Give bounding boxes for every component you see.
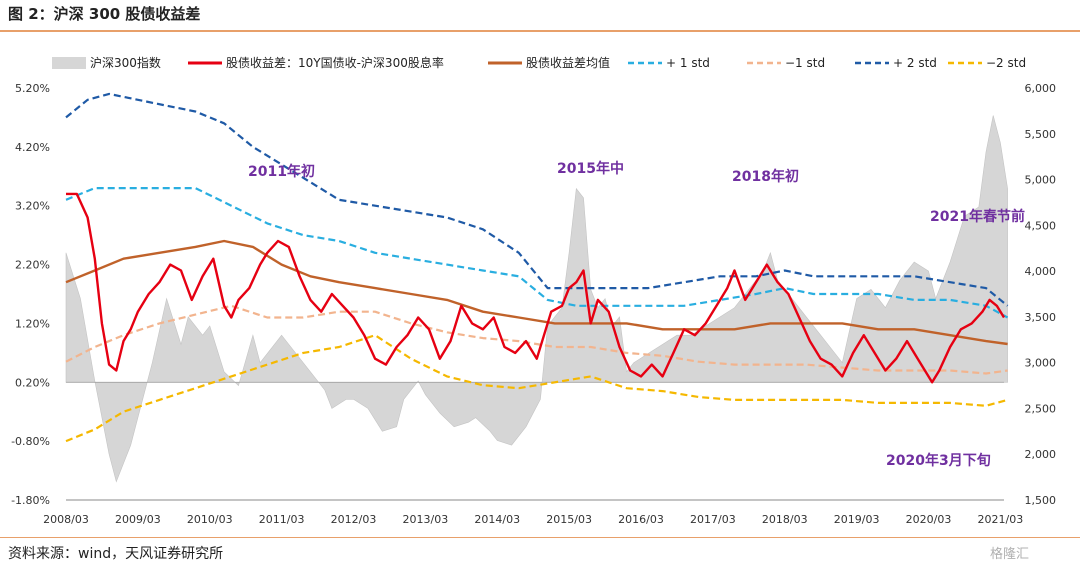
y-right-tick-label: 6,000 [1025,82,1057,95]
y-left-tick-label: 1.20% [15,317,50,330]
y-right-tick-label: 3,500 [1025,311,1057,324]
annotation-label: 2020年3月下旬 [886,452,991,469]
annotation-label: 2021年春节前 [930,208,1025,225]
axes: 5.20% 4.20% 3.20% 2.20% 1.20% 0.20% -0.80% -1.8… [11,82,1056,526]
legend-label: −1 std [785,56,825,70]
legend-label: 股债收益差均值 [526,55,610,70]
y-left-tick-label: 4.20% [15,141,50,154]
x-tick-label: 2018/03 [762,513,808,526]
annotations: 2011年初 2015年中 2018年初 2021年春节前 2020年3月下旬 [248,160,1025,469]
footer-divider [0,537,1080,538]
x-tick-label: 2014/03 [474,513,520,526]
series-line-plus2std [65,92,1009,307]
legend-item: −2 std [948,56,1026,70]
x-tick-label: 2019/03 [834,513,880,526]
legend-label: −2 std [986,56,1026,70]
series-line-mean [65,239,1008,346]
annotation-label: 2015年中 [557,160,624,177]
y-left-tick-label: 0.20% [15,376,50,389]
source-note: 资料来源：wind，天风证券研究所 [8,546,224,562]
index-area-layer [65,115,1008,483]
y-left-tick-label: -1.80% [11,494,50,507]
x-tick-label: 2016/03 [618,513,664,526]
chart-canvas: 沪深300指数 股债收益差：10Y国债收-沪深300股息率 股债收益差均值 + 1 s… [11,55,1056,526]
x-tick-label: 2013/03 [403,513,449,526]
legend-label: 股债收益差：10Y国债收-沪深300股息率 [226,55,444,70]
y-left-tick-label: 3.20% [15,200,50,213]
x-tick-label: 2021/03 [978,513,1024,526]
series-lines [65,92,1009,443]
x-tick-label: 2012/03 [331,513,377,526]
x-tick-label: 2008/03 [43,513,89,526]
legend-label: + 1 std [666,56,710,70]
x-tick-label: 2015/03 [546,513,592,526]
y-right-tick-label: 3,000 [1025,357,1057,370]
series-area-csi300 [65,115,1008,483]
legend-item: + 1 std [628,56,710,70]
legend: 沪深300指数 股债收益差：10Y国债收-沪深300股息率 股债收益差均值 + 1 s… [52,55,1026,70]
y-right-tick-label: 5,000 [1025,174,1057,187]
y-right-tick-label: 1,500 [1025,494,1057,507]
x-tick-label: 2011/03 [259,513,305,526]
legend-item: 股债收益差均值 [488,55,610,70]
series-line-spread [66,192,1006,384]
y-right-tick-label: 2,000 [1025,448,1057,461]
legend-label: 沪深300指数 [90,55,161,70]
watermark-text: 格隆汇 [990,547,1030,562]
legend-label: + 2 std [893,56,937,70]
y-right-tick-label: 2,500 [1025,402,1057,415]
series-line-minus1std [65,304,1008,375]
y-left-tick-label: 2.20% [15,259,50,272]
chart-title: 图 2：沪深 300 股债收益差 [8,5,201,23]
series-line-minus2std [65,334,1008,443]
legend-swatch-area [52,57,86,69]
x-tick-label: 2020/03 [906,513,952,526]
y-right-tick-label: 4,000 [1025,265,1057,278]
y-right-tick-label: 5,500 [1025,128,1057,141]
y-left-tick-label: 5.20% [15,82,50,95]
legend-item: 沪深300指数 [52,55,161,70]
title-divider [0,30,1080,32]
y-left-tick-label: -0.80% [11,435,50,448]
annotation-label: 2018年初 [732,168,799,185]
x-tick-label: 2017/03 [690,513,736,526]
x-tick-label: 2010/03 [187,513,233,526]
legend-item: 股债收益差：10Y国债收-沪深300股息率 [188,55,444,70]
x-tick-label: 2009/03 [115,513,161,526]
annotation-label: 2011年初 [248,163,315,180]
y-right-tick-label: 4,500 [1025,219,1057,232]
legend-item: −1 std [747,56,825,70]
legend-item: + 2 std [855,56,937,70]
series-line-plus1std [65,187,1009,319]
